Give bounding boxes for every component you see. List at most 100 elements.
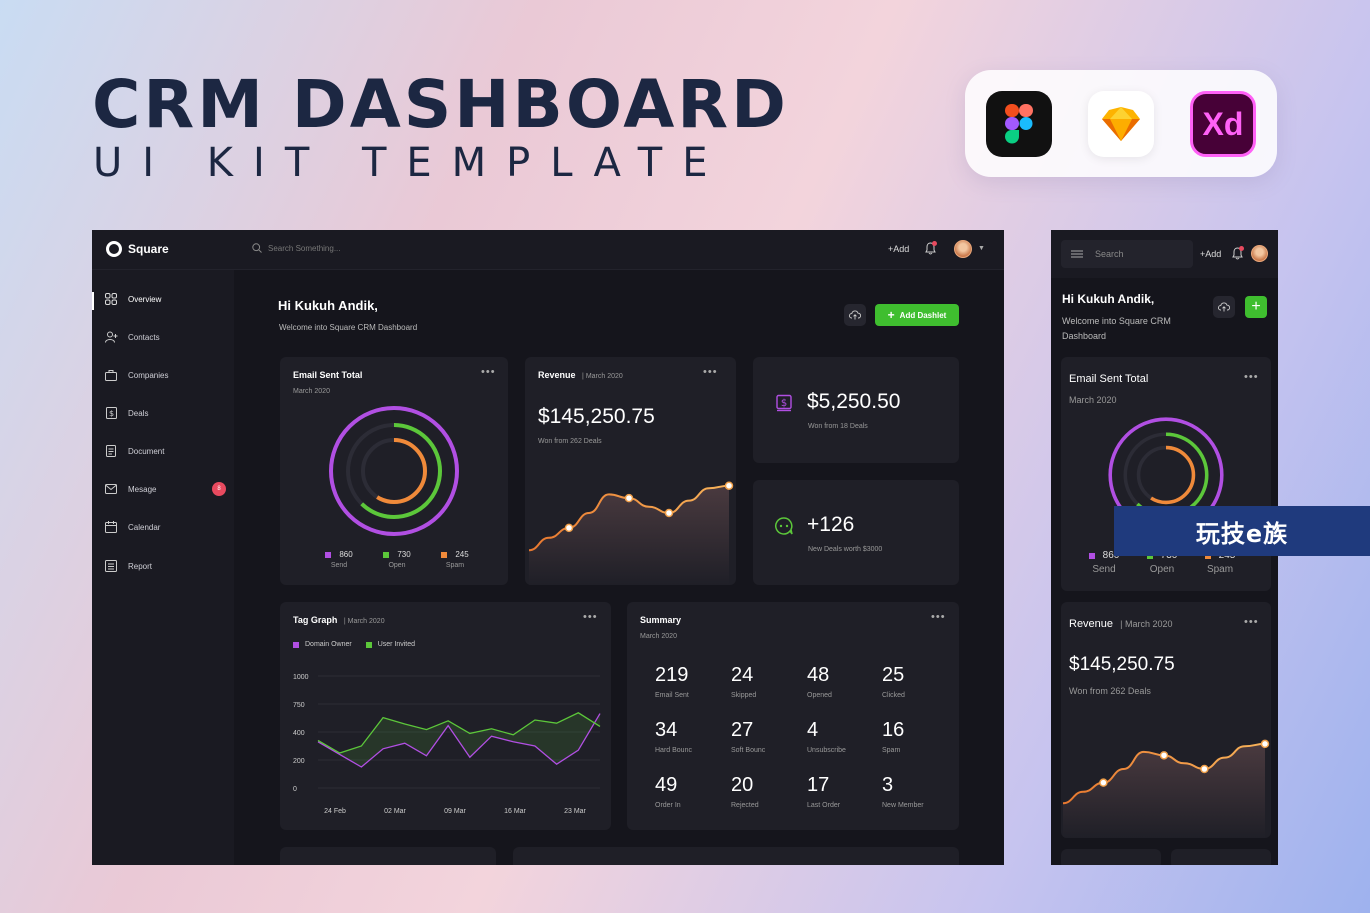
- summary-stat-hard-bounc: 34 Hard Bounc: [655, 719, 725, 754]
- tag-line-chart: 1000 750 400 200 0 24 Feb 02 Mar 09 Mar 16 Mar 23…: [293, 674, 601, 815]
- revenue-area: [1063, 743, 1265, 838]
- search-bar[interactable]: [252, 243, 428, 253]
- revenue-sub: Won from 262 Deals: [538, 438, 602, 445]
- y-tick-label: 200: [293, 758, 305, 765]
- sidebar-item-contacts[interactable]: Contacts: [104, 330, 226, 344]
- stat-label: Clicked: [882, 692, 905, 699]
- revenue-subtitle-text: March 2020: [1124, 619, 1173, 629]
- search-input[interactable]: [268, 243, 428, 253]
- revenue-value: $145,250.75: [1069, 654, 1175, 675]
- add-button[interactable]: +Add: [888, 244, 910, 254]
- search-icon: [252, 243, 262, 253]
- more-icon[interactable]: •••: [931, 611, 946, 623]
- mobile-greeting: Hi Kukuh Andik,: [1062, 292, 1155, 306]
- cloud-upload-button[interactable]: [844, 304, 866, 326]
- briefcase-icon: [104, 368, 118, 382]
- summary-stat-last-order: 17 Last Order: [807, 774, 877, 809]
- revenue-point: [664, 508, 674, 518]
- sidebar: Overview Contacts Companies $ Deals Document M…: [92, 270, 234, 865]
- plus-button[interactable]: +: [1245, 296, 1267, 318]
- card-title: Summary: [640, 615, 682, 625]
- summary-stat-email-sent: 219 Email Sent: [655, 664, 725, 699]
- x-tick-label: 02 Mar: [384, 808, 406, 815]
- more-icon[interactable]: •••: [1244, 371, 1259, 383]
- revenue-point: [624, 493, 634, 503]
- mobile-welcome: Welcome into Square CRM Dashboard: [1062, 316, 1171, 341]
- chevron-down-icon[interactable]: ▼: [978, 245, 985, 252]
- card-title: Email Sent Total: [293, 370, 363, 380]
- revenue-area: [529, 485, 729, 585]
- sidebar-item-label: Companies: [128, 370, 169, 380]
- menu-icon[interactable]: [1071, 250, 1083, 258]
- partial-card: [280, 847, 496, 865]
- mobile-search-bar[interactable]: Search: [1061, 240, 1193, 268]
- stat-value: 17: [807, 774, 830, 796]
- more-icon[interactable]: •••: [583, 611, 598, 623]
- revenue-title: Revenue: [1069, 618, 1114, 630]
- mobile-add-button[interactable]: +Add: [1200, 249, 1222, 259]
- more-icon[interactable]: •••: [1244, 616, 1259, 628]
- sidebar-item-overview[interactable]: Overview: [104, 292, 226, 306]
- cloud-upload-icon: [849, 310, 861, 320]
- sidebar-item-label: Report: [128, 561, 153, 571]
- notification-bell-icon[interactable]: [925, 241, 937, 260]
- more-icon[interactable]: •••: [703, 366, 718, 378]
- summary-stat-skipped: 24 Skipped: [731, 664, 801, 699]
- revenue-point: [724, 481, 734, 490]
- stat-value: 25: [882, 664, 905, 686]
- tag-graph-subtitle: | March 2020: [343, 618, 385, 625]
- legend-label: User Invited: [377, 641, 416, 648]
- sidebar-item-mesage[interactable]: Mesage 8: [104, 482, 226, 496]
- sidebar-item-companies[interactable]: Companies: [104, 368, 226, 382]
- legend-item-domain-owner: Domain Owner: [293, 641, 352, 648]
- legend-item-spam: 245 Spam: [426, 550, 484, 569]
- legend-label: Domain Owner: [305, 641, 352, 648]
- stat-value: 48: [807, 664, 830, 686]
- legend-item-send: 860 Send: [1075, 550, 1133, 575]
- x-tick-label: 24 Feb: [324, 808, 346, 815]
- brand-logo[interactable]: Square: [106, 241, 169, 257]
- avatar[interactable]: [954, 240, 972, 258]
- stat-value: 3: [882, 774, 894, 796]
- x-tick-label: 16 Mar: [504, 808, 526, 815]
- donut-ring-spam: [361, 438, 427, 504]
- revenue-title: Revenue: [538, 370, 576, 380]
- notification-dot: [932, 241, 937, 246]
- stat-label: New Member: [882, 802, 924, 809]
- deals-card: $ $5,250.50 Won from 18 Deals: [753, 357, 959, 463]
- y-tick-label: 0: [293, 786, 297, 793]
- new-deals-sub: New Deals worth $3000: [808, 546, 883, 553]
- sidebar-item-calendar[interactable]: Calendar: [104, 520, 226, 534]
- mobile-revenue-chart: [1062, 739, 1270, 838]
- sidebar-item-deals[interactable]: $ Deals: [104, 406, 226, 420]
- add-dashlet-button[interactable]: + Add Dashlet: [875, 304, 959, 326]
- legend-label: Spam: [1206, 564, 1234, 575]
- x-tick-label: 23 Mar: [564, 808, 586, 815]
- sidebar-item-label: Mesage: [128, 484, 157, 494]
- new-deals-value: +126: [807, 513, 855, 536]
- tool-logos: Xd: [965, 70, 1277, 177]
- legend-label: Spam: [445, 562, 465, 569]
- avatar[interactable]: [1251, 245, 1268, 262]
- document-icon: [104, 444, 118, 458]
- welcome-text: Welcome into Square CRM Dashboard: [279, 323, 418, 332]
- summary-stat-opened: 48 Opened: [807, 664, 877, 699]
- y-tick-label: 1000: [293, 674, 309, 681]
- donut-ring-open: [346, 423, 442, 519]
- cloud-upload-button[interactable]: [1213, 296, 1235, 318]
- summary-stat-new-member: 3 New Member: [882, 774, 952, 809]
- sidebar-item-report[interactable]: Report: [104, 559, 226, 573]
- card-subtitle: March 2020: [1069, 395, 1117, 405]
- series-line-user-invited: [317, 712, 601, 754]
- more-icon[interactable]: •••: [481, 366, 496, 378]
- tag-graph-subtitle-text: March 2020: [347, 618, 385, 625]
- card-title: Revenue | March 2020: [1069, 618, 1172, 630]
- sketch-icon: [1088, 91, 1154, 157]
- mail-icon: [104, 482, 118, 496]
- report-icon: [104, 559, 118, 573]
- card-title: Tag Graph | March 2020: [293, 615, 385, 625]
- sidebar-item-document[interactable]: Document: [104, 444, 226, 458]
- notification-bell-icon[interactable]: [1232, 246, 1244, 265]
- sidebar-item-label: Calendar: [128, 522, 161, 532]
- tag-graph-title: Tag Graph: [293, 615, 338, 625]
